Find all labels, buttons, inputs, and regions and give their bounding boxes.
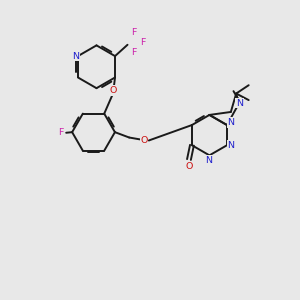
- Text: N: N: [228, 141, 235, 150]
- Text: F: F: [140, 38, 145, 47]
- Text: O: O: [140, 136, 148, 145]
- Text: N: N: [205, 156, 212, 165]
- Text: O: O: [110, 86, 117, 95]
- Text: F: F: [131, 48, 137, 57]
- Text: F: F: [131, 28, 137, 38]
- Text: O: O: [185, 161, 193, 170]
- Text: F: F: [58, 128, 64, 137]
- Text: N: N: [236, 98, 243, 107]
- Text: N: N: [72, 52, 79, 61]
- Text: N: N: [228, 118, 235, 127]
